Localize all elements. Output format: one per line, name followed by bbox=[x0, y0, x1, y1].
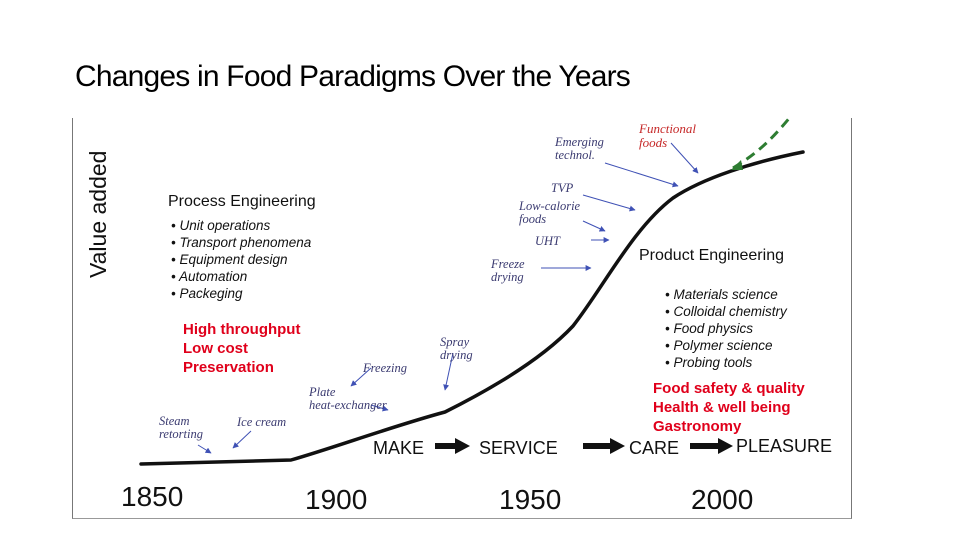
annotation-freeze-drying: Freeze drying bbox=[491, 257, 525, 285]
arrow-spray bbox=[443, 352, 454, 391]
arrow-ice-cream bbox=[232, 430, 252, 449]
annotation-freezing: Freezing bbox=[363, 361, 407, 375]
value-added-curve bbox=[139, 150, 805, 466]
arrow-steam bbox=[197, 444, 212, 454]
list-item: • Food physics bbox=[665, 321, 754, 336]
arrow-functional bbox=[670, 142, 699, 174]
arrow-tvp bbox=[582, 194, 636, 212]
annotation-spray-drying: Spray drying bbox=[440, 335, 473, 363]
arrow-freezing bbox=[350, 367, 372, 387]
annotation-functional-foods: Functional foods bbox=[639, 121, 697, 150]
dashed-extension-arrowhead bbox=[731, 160, 743, 170]
process-goals: High throughput Low cost Preservation bbox=[183, 321, 301, 376]
stage-pleasure: PLEASURE bbox=[736, 436, 833, 456]
annotation-ice-cream: Ice cream bbox=[237, 415, 287, 429]
annotation-steam-retorting: Steam retorting bbox=[159, 414, 203, 442]
diagram-graphics bbox=[139, 118, 805, 466]
value-added-diagram: Value added Process Engineering • Unit o… bbox=[72, 118, 852, 519]
process-engineering-list: • Unit operations • Transport phenomena … bbox=[171, 217, 311, 302]
product-goals: Food safety & quality Health & well bein… bbox=[653, 380, 805, 435]
annotation-tvp: TVP bbox=[551, 181, 574, 195]
annotation-low-calorie-foods: Low-calorie foods bbox=[519, 199, 581, 227]
list-item: • Equipment design bbox=[171, 252, 288, 267]
list-item: • Automation bbox=[171, 269, 248, 284]
stage-service: SERVICE bbox=[479, 438, 558, 458]
list-item: • Transport phenomena bbox=[171, 235, 312, 250]
stage-make: MAKE bbox=[373, 438, 425, 458]
list-item: • Materials science bbox=[665, 287, 778, 302]
annotation-uht: UHT bbox=[535, 234, 561, 248]
stage-arrow-3 bbox=[690, 438, 733, 454]
year-2000: 2000 bbox=[691, 484, 754, 515]
stage-care: CARE bbox=[629, 438, 680, 458]
arrow-low-cal bbox=[582, 220, 606, 232]
year-1950: 1950 bbox=[499, 484, 562, 515]
year-1900: 1900 bbox=[305, 484, 368, 515]
slide-title: Changes in Food Paradigms Over the Years bbox=[75, 60, 631, 93]
product-engineering-heading: Product Engineering bbox=[639, 247, 784, 264]
arrow-emerging bbox=[604, 162, 679, 188]
product-engineering-list: • Materials science • Colloidal chemistr… bbox=[665, 286, 787, 371]
year-1850: 1850 bbox=[121, 481, 184, 512]
annotation-emerging-technol: Emerging technol. bbox=[555, 135, 604, 163]
list-item: • Polymer science bbox=[665, 338, 773, 353]
process-engineering-heading: Process Engineering bbox=[168, 193, 316, 210]
list-item: • Packeging bbox=[171, 286, 243, 301]
arrow-plate bbox=[370, 404, 389, 412]
annotation-plate-heat-exchanger: Plate heat-exchanger bbox=[309, 385, 387, 413]
list-item: • Colloidal chemistry bbox=[665, 304, 787, 319]
stage-arrow-1 bbox=[435, 438, 470, 454]
stage-arrow-2 bbox=[583, 438, 625, 454]
list-item: • Unit operations bbox=[171, 218, 271, 233]
list-item: • Probing tools bbox=[665, 355, 753, 370]
y-axis-label: Value added bbox=[85, 150, 111, 278]
